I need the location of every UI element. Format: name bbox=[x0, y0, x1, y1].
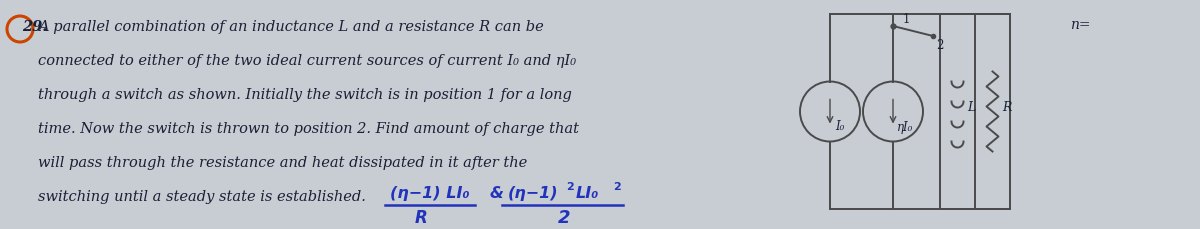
Text: R: R bbox=[1002, 101, 1012, 114]
Text: (η−1) LI₀: (η−1) LI₀ bbox=[390, 185, 469, 200]
Text: 2: 2 bbox=[566, 181, 574, 191]
Text: L: L bbox=[967, 101, 976, 114]
Text: will pass through the resistance and heat dissipated in it after the: will pass through the resistance and hea… bbox=[38, 155, 527, 169]
Text: ηI₀: ηI₀ bbox=[898, 120, 913, 133]
Text: switching until a steady state is established.: switching until a steady state is establ… bbox=[38, 189, 366, 203]
Text: I₀: I₀ bbox=[835, 120, 845, 133]
Text: 2: 2 bbox=[613, 181, 620, 191]
Text: connected to either of the two ideal current sources of current I₀ and ηI₀: connected to either of the two ideal cur… bbox=[38, 54, 576, 68]
Text: &: & bbox=[490, 185, 504, 200]
Text: A parallel combination of an inductance L and a resistance R can be: A parallel combination of an inductance … bbox=[38, 20, 544, 34]
Text: 2: 2 bbox=[936, 39, 943, 52]
Text: n=: n= bbox=[1070, 18, 1091, 32]
Text: R: R bbox=[415, 208, 427, 226]
Text: through a switch as shown. Initially the switch is in position 1 for a long: through a switch as shown. Initially the… bbox=[38, 88, 572, 101]
Text: 2: 2 bbox=[558, 208, 570, 226]
Text: 29.: 29. bbox=[22, 20, 47, 34]
Text: time. Now the switch is thrown to position 2. Find amount of charge that: time. Now the switch is thrown to positi… bbox=[38, 121, 580, 135]
Text: LI₀: LI₀ bbox=[576, 185, 599, 200]
Text: 1: 1 bbox=[904, 13, 911, 26]
Text: (η−1): (η−1) bbox=[508, 185, 559, 200]
